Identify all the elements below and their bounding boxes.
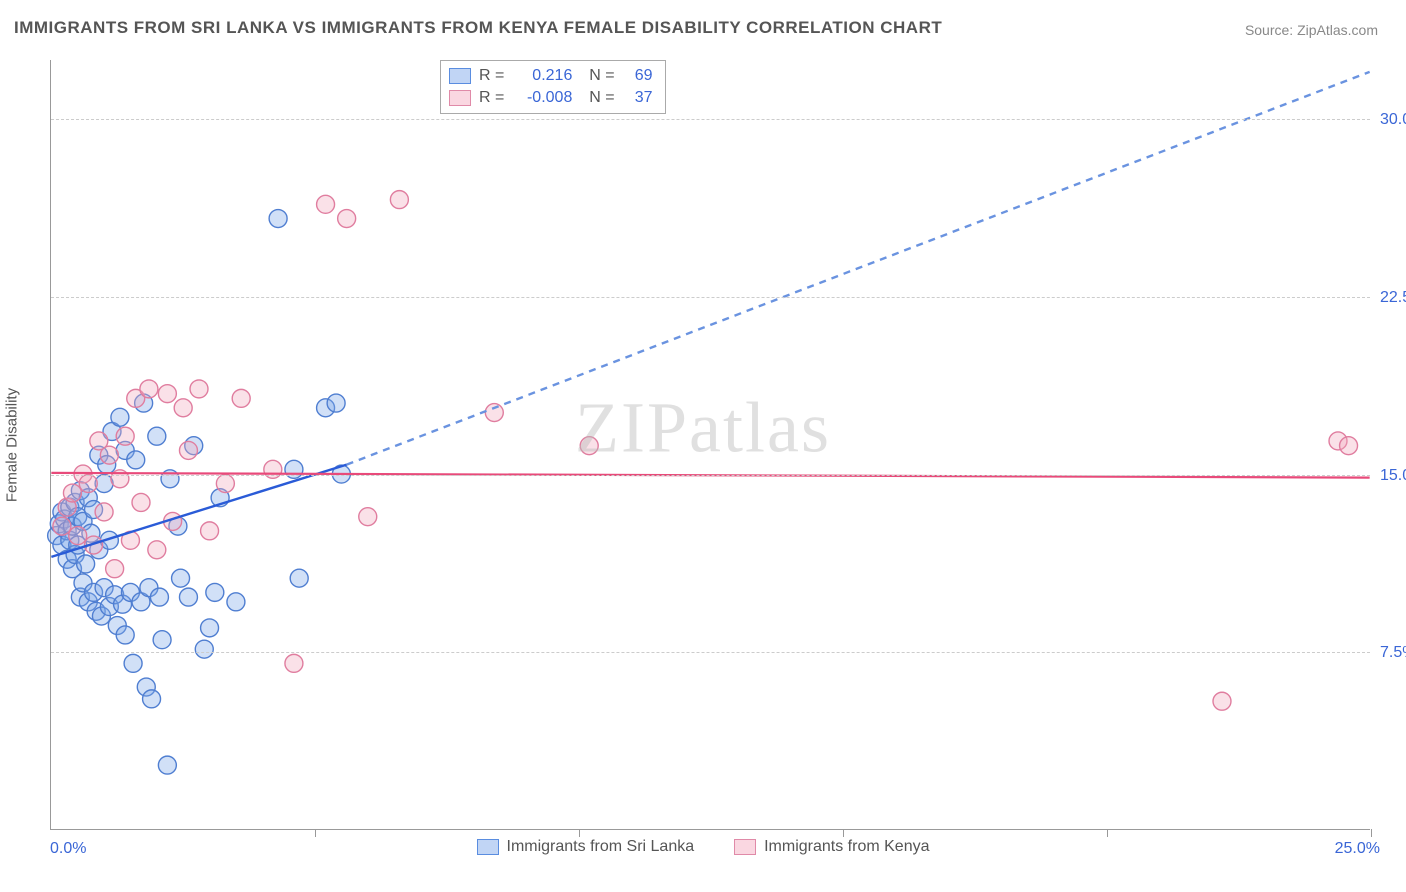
legend-n-label: N = [580, 65, 614, 87]
y-tick-label: 7.5% [1380, 644, 1406, 662]
gridline: 15.0% [51, 475, 1370, 476]
data-point-kenya [190, 380, 208, 398]
legend-r-value-sri_lanka: 0.216 [512, 65, 572, 87]
legend-r-label: R = [479, 65, 504, 87]
data-point-kenya [158, 385, 176, 403]
x-tick [1107, 829, 1108, 837]
data-point-kenya [95, 503, 113, 521]
data-point-kenya [148, 541, 166, 559]
legend-stats-row-sri_lanka: R = 0.216 N = 69 [449, 65, 653, 87]
x-tick [843, 829, 844, 837]
data-point-sri_lanka [153, 631, 171, 649]
legend-r-label: R = [479, 87, 504, 109]
legend-series-label-kenya: Immigrants from Kenya [764, 838, 929, 856]
legend-series: Immigrants from Sri Lanka Immigrants from… [0, 838, 1406, 856]
data-point-sri_lanka [124, 654, 142, 672]
data-point-kenya [106, 560, 124, 578]
legend-stats: R = 0.216 N = 69 R = -0.008 N = 37 [440, 60, 666, 114]
y-tick-label: 22.5% [1380, 289, 1406, 307]
legend-swatch-sri_lanka [477, 839, 499, 855]
data-point-kenya [359, 508, 377, 526]
legend-series-item-kenya: Immigrants from Kenya [734, 838, 929, 856]
data-point-sri_lanka [179, 588, 197, 606]
source-label: Source: ZipAtlas.com [1245, 22, 1378, 38]
data-point-kenya [580, 437, 598, 455]
data-point-kenya [285, 654, 303, 672]
data-point-sri_lanka [158, 756, 176, 774]
data-point-kenya [1213, 692, 1231, 710]
data-point-sri_lanka [148, 427, 166, 445]
data-point-kenya [79, 475, 97, 493]
legend-swatch-kenya [449, 90, 471, 106]
y-tick-label: 15.0% [1380, 467, 1406, 485]
trend-line-sri_lanka [347, 72, 1370, 465]
x-tick [1371, 829, 1372, 837]
data-point-sri_lanka [127, 451, 145, 469]
data-point-kenya [179, 441, 197, 459]
data-point-kenya [63, 484, 81, 502]
data-point-sri_lanka [111, 408, 129, 426]
data-point-kenya [317, 195, 335, 213]
data-point-sri_lanka [269, 210, 287, 228]
legend-swatch-kenya [734, 839, 756, 855]
gridline: 7.5% [51, 652, 1370, 653]
y-tick-label: 30.0% [1380, 111, 1406, 129]
y-axis-label: Female Disability [4, 388, 21, 502]
correlation-chart: IMMIGRANTS FROM SRI LANKA VS IMMIGRANTS … [0, 0, 1406, 892]
plot-svg [51, 60, 1370, 829]
data-point-kenya [216, 475, 234, 493]
data-point-sri_lanka [285, 460, 303, 478]
chart-title: IMMIGRANTS FROM SRI LANKA VS IMMIGRANTS … [14, 18, 942, 38]
data-point-kenya [69, 527, 87, 545]
data-point-kenya [140, 380, 158, 398]
data-point-kenya [100, 446, 118, 464]
data-point-sri_lanka [290, 569, 308, 587]
data-point-sri_lanka [327, 394, 345, 412]
data-point-kenya [1340, 437, 1358, 455]
data-point-kenya [116, 427, 134, 445]
data-point-kenya [338, 210, 356, 228]
data-point-kenya [174, 399, 192, 417]
data-point-sri_lanka [150, 588, 168, 606]
data-point-sri_lanka [116, 626, 134, 644]
data-point-kenya [390, 191, 408, 209]
legend-swatch-sri_lanka [449, 68, 471, 84]
x-tick [579, 829, 580, 837]
data-point-kenya [53, 517, 71, 535]
legend-series-label-sri_lanka: Immigrants from Sri Lanka [507, 838, 695, 856]
x-tick [315, 829, 316, 837]
data-point-kenya [132, 493, 150, 511]
data-point-sri_lanka [227, 593, 245, 611]
data-point-sri_lanka [201, 619, 219, 637]
data-point-sri_lanka [143, 690, 161, 708]
plot-area: 7.5% 15.0% 22.5% 30.0% [50, 60, 1370, 830]
data-point-kenya [201, 522, 219, 540]
gridline: 22.5% [51, 297, 1370, 298]
legend-stats-row-kenya: R = -0.008 N = 37 [449, 87, 653, 109]
data-point-sri_lanka [77, 555, 95, 573]
legend-n-value-sri_lanka: 69 [623, 65, 653, 87]
legend-n-value-kenya: 37 [623, 87, 653, 109]
data-point-sri_lanka [195, 640, 213, 658]
data-point-sri_lanka [172, 569, 190, 587]
data-point-sri_lanka [206, 583, 224, 601]
legend-r-value-kenya: -0.008 [512, 87, 572, 109]
legend-series-item-sri_lanka: Immigrants from Sri Lanka [477, 838, 695, 856]
data-point-kenya [232, 389, 250, 407]
gridline: 30.0% [51, 119, 1370, 120]
legend-n-label: N = [580, 87, 614, 109]
data-point-kenya [264, 460, 282, 478]
data-point-kenya [485, 404, 503, 422]
